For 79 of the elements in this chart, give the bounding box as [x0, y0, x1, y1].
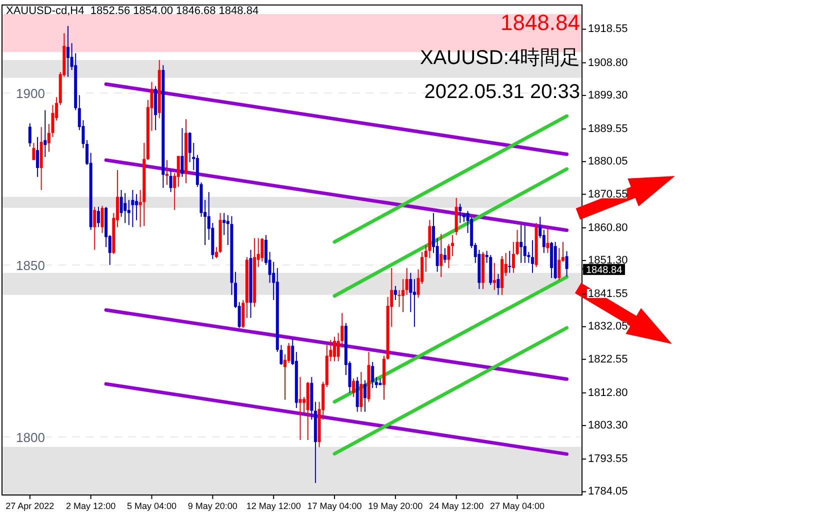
y-tick-label: 1851.30 [588, 254, 628, 266]
y-tick-label: 1889.55 [588, 122, 628, 135]
candlestick [131, 189, 134, 228]
candlestick [531, 240, 534, 274]
candlestick [516, 229, 519, 256]
x-tick-label: 24 May 12:00 [429, 501, 484, 511]
y-tick-label: 1832.05 [588, 320, 628, 333]
y-tick-label: 1908.80 [588, 56, 628, 69]
ref-line-label: 1900 [16, 86, 45, 102]
candlestick [214, 246, 218, 259]
y-tick-label: 1841.55 [588, 288, 628, 300]
candlestick [558, 248, 561, 281]
candlestick [352, 378, 356, 398]
candlestick [565, 250, 568, 277]
candlestick [496, 273, 500, 296]
candlestick [443, 248, 446, 264]
candlestick [451, 234, 454, 257]
x-tick-label: 5 May 04:00 [126, 501, 177, 511]
candlestick [180, 128, 184, 178]
candlestick [520, 224, 523, 264]
candlestick [398, 290, 401, 308]
candlestick [135, 194, 138, 221]
y-tick-label: 1918.55 [588, 23, 628, 36]
candlestick [176, 155, 180, 188]
candlestick [512, 241, 515, 274]
candlestick [124, 192, 127, 224]
x-tick-label: 17 May 04:00 [307, 501, 362, 511]
x-tick-label: 27 Apr 2022 [6, 501, 54, 511]
candlestick [66, 25, 70, 78]
y-tick-label: 1860.80 [588, 222, 628, 234]
chart-title: XAUUSD-cd,H4 1852.56 1854.00 1846.68 1848.84 [6, 5, 259, 17]
candlestick [222, 212, 226, 236]
candlestick [44, 110, 47, 158]
ref-line-label: 1800 [16, 430, 45, 445]
x-tick-label: 9 May 20:00 [188, 501, 238, 511]
candlestick [93, 206, 96, 250]
candlestick [360, 371, 363, 412]
candlestick [298, 376, 302, 440]
candlestick [508, 250, 512, 274]
candlestick [523, 224, 526, 264]
candlestick [405, 268, 408, 296]
x-tick-label: 19 May 20:00 [368, 501, 423, 511]
annotation: 1848.84 [500, 10, 580, 35]
candlestick [409, 272, 412, 313]
candlestick [363, 380, 366, 412]
candlestick [546, 228, 550, 254]
y-tick-label: 1803.30 [588, 420, 628, 432]
annotation: 2022.05.31 20:33 [424, 81, 580, 103]
candlestick [169, 170, 172, 193]
x-tick-label: 12 May 12:00 [246, 501, 301, 511]
candlestick [36, 136, 40, 178]
candlestick [394, 285, 397, 301]
x-tick-label: 2 May 12:00 [66, 501, 116, 511]
candlestick [447, 243, 450, 269]
ref-line-label: 1850 [16, 258, 45, 273]
candlestick [542, 229, 546, 254]
y-tick-label: 1784.05 [588, 486, 628, 498]
y-tick-label: 1880.05 [588, 156, 628, 168]
y-tick-label: 1848.84 [586, 264, 623, 276]
candlestick [333, 336, 336, 362]
y-tick-label: 1822.55 [588, 353, 628, 366]
candlestick [96, 206, 100, 228]
candlestick [28, 122, 32, 148]
candlestick [371, 361, 374, 389]
y-tick-label: 1793.55 [588, 453, 628, 466]
y-tick-label: 1899.30 [588, 89, 628, 102]
candlestick [412, 278, 416, 328]
y-tick-label: 1812.80 [588, 386, 628, 399]
candlestick [402, 278, 405, 313]
candlestick [287, 342, 290, 364]
candlestick [165, 160, 168, 186]
candlestick [374, 376, 378, 389]
candlestick [32, 142, 36, 161]
candlestick [440, 234, 443, 278]
candlestick [100, 205, 104, 234]
candlestick [458, 203, 462, 224]
x-tick-label: 27 May 04:00 [490, 501, 545, 511]
annotation: XAUUSD:4時間足 [420, 47, 580, 69]
candlestick [492, 262, 496, 291]
